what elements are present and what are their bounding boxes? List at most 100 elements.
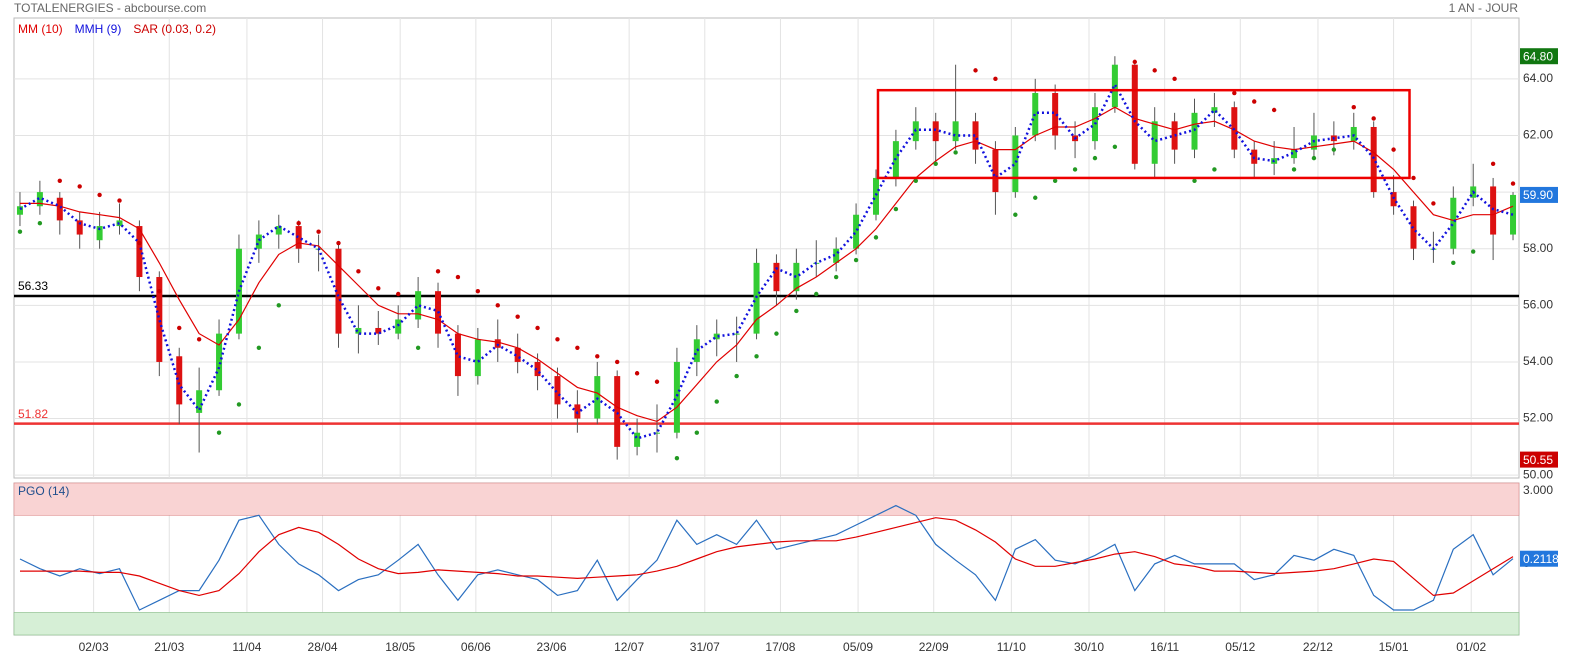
sar-dot <box>953 150 958 155</box>
x-tick-label: 11/10 <box>997 640 1026 654</box>
sar-dot <box>475 288 481 294</box>
sar-dot <box>1092 155 1098 161</box>
sar-dot <box>356 269 361 274</box>
sar-dot <box>595 354 600 359</box>
sar-dot <box>495 303 500 308</box>
sar-dot <box>694 430 700 435</box>
sar-dot <box>1391 147 1396 152</box>
candle-body <box>335 248 342 334</box>
x-tick-label: 02/03 <box>79 640 109 654</box>
candle-body <box>1510 194 1517 235</box>
candle-body <box>514 347 521 362</box>
sar-dot <box>993 76 998 82</box>
sar-dot <box>1510 181 1516 186</box>
sar-dot <box>157 288 162 294</box>
sar-dot <box>97 192 102 198</box>
sar-dot <box>1212 167 1217 172</box>
sar-dot <box>833 274 839 280</box>
candle-body <box>713 333 720 340</box>
sar-dot <box>1490 161 1496 166</box>
sar-dot <box>814 291 819 297</box>
sar-dot <box>37 221 43 226</box>
sar-dot <box>1052 178 1058 183</box>
sar-dot <box>714 399 719 404</box>
candle-body <box>76 220 83 235</box>
legend-entry: MMH (9) <box>75 22 122 36</box>
sar-dot <box>396 291 401 297</box>
candle-body <box>833 248 840 263</box>
x-tick-label: 31/07 <box>690 640 720 654</box>
candle-body <box>952 121 959 142</box>
candle-body <box>56 197 63 221</box>
sar-dot <box>117 198 122 203</box>
candle-body <box>454 333 461 377</box>
candle-body <box>1052 93 1059 136</box>
candle-body <box>793 262 800 292</box>
sar-dot <box>873 235 879 240</box>
sar-dot <box>1331 147 1337 152</box>
price-marker-label: 64.80 <box>1523 49 1553 63</box>
x-tick-label: 06/06 <box>461 640 491 654</box>
sar-dot <box>913 178 919 183</box>
candle-body <box>96 226 103 241</box>
x-tick-label: 22/12 <box>1303 640 1333 654</box>
level-label: 56.33 <box>18 279 48 293</box>
candle-body <box>156 277 163 362</box>
sar-dot <box>137 240 142 246</box>
sar-dot <box>57 178 62 183</box>
candle-body <box>673 361 680 433</box>
candle-body <box>375 327 382 334</box>
candle-body <box>972 121 979 150</box>
sar-dot <box>1132 59 1137 65</box>
sar-dot <box>853 257 859 263</box>
candle-body <box>16 206 23 215</box>
sar-dot <box>1411 175 1416 181</box>
candle-body <box>255 234 262 249</box>
mmh-line <box>19 81 1514 440</box>
candle-body <box>1191 112 1198 150</box>
y-tick-label: 54.00 <box>1523 354 1553 368</box>
candle-body <box>1370 126 1377 193</box>
candle-body <box>36 192 43 207</box>
sar-dot <box>236 402 242 407</box>
candle-body <box>753 262 760 334</box>
candle-body <box>534 361 541 377</box>
sar-dot <box>1252 99 1257 104</box>
x-tick-label: 18/05 <box>385 640 415 654</box>
sar-dot <box>455 274 461 280</box>
candle-body <box>733 333 740 335</box>
candle-body <box>275 226 282 235</box>
sar-dot <box>1072 167 1078 172</box>
sar-dot <box>1013 212 1018 217</box>
x-tick-label: 17/08 <box>765 640 795 654</box>
candle-body <box>1291 149 1298 159</box>
y-tick-label: 62.00 <box>1523 128 1553 142</box>
candle-body <box>196 390 203 413</box>
x-tick-label: 05/09 <box>843 640 873 654</box>
sar-dot <box>196 337 202 342</box>
candle-body <box>1450 197 1457 249</box>
sar-dot <box>376 286 381 291</box>
sar-dot <box>674 455 680 461</box>
x-tick-label: 28/04 <box>308 640 338 654</box>
sar-dot <box>973 68 978 73</box>
sar-dot <box>216 430 222 435</box>
candle-body <box>634 432 641 447</box>
sar-dot <box>316 229 321 234</box>
x-tick-label: 01/02 <box>1456 640 1486 654</box>
sar-dot <box>1431 201 1436 206</box>
sar-dot <box>256 345 262 350</box>
sar-dot <box>1033 195 1038 200</box>
candle-body <box>853 214 860 249</box>
series-line <box>19 504 1514 611</box>
sar-dot <box>1172 76 1177 82</box>
price-marker-label: 0.2118 <box>1523 552 1559 566</box>
x-tick-label: 30/10 <box>1074 640 1104 654</box>
sar-dot <box>1232 90 1237 96</box>
series-line <box>20 106 1514 423</box>
sar-dot <box>1311 155 1317 161</box>
overbought-zone <box>13 482 1520 516</box>
sar-dot <box>754 354 759 359</box>
y-tick-label: 64.00 <box>1523 71 1553 85</box>
